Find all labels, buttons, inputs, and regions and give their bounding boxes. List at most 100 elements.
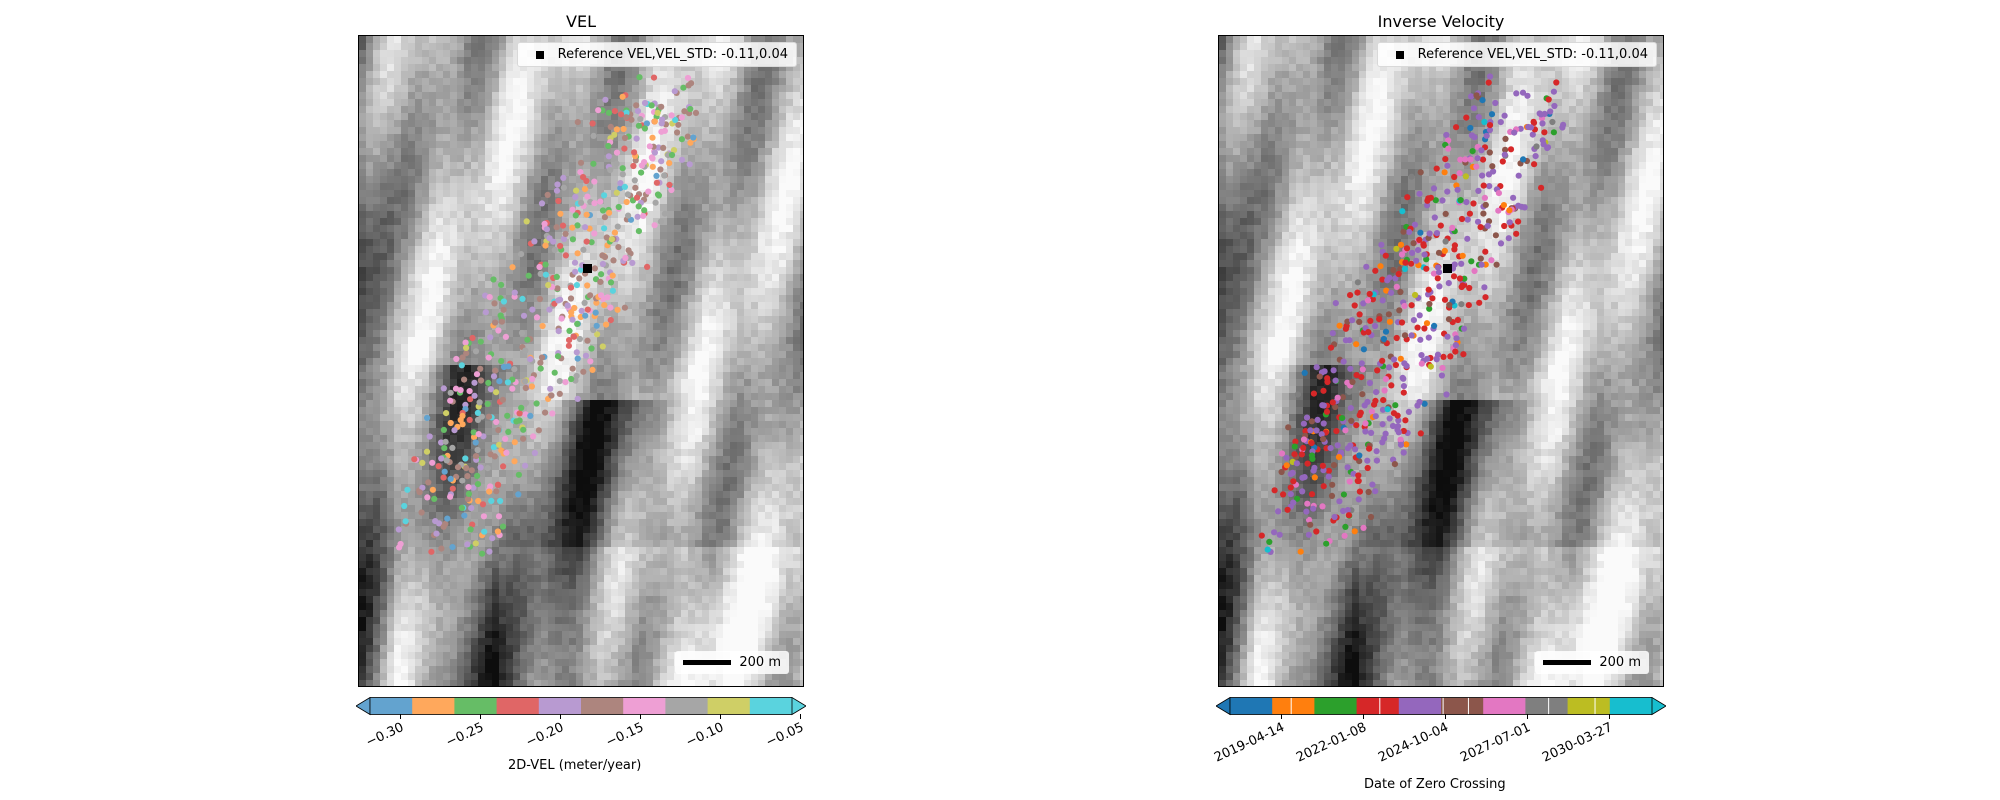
data-point [1358, 360, 1365, 367]
data-point [1426, 300, 1433, 308]
data-point [1336, 498, 1343, 505]
data-point [645, 188, 652, 195]
data-point [1346, 388, 1353, 395]
data-point [651, 118, 658, 125]
data-point [1320, 387, 1327, 394]
data-point [1539, 120, 1546, 127]
colorbar-max-extension [791, 697, 806, 716]
data-point [1423, 320, 1431, 327]
data-point [1300, 444, 1307, 451]
data-point [621, 183, 628, 190]
data-point [553, 273, 560, 280]
data-point [1401, 302, 1408, 310]
data-point [670, 147, 678, 154]
data-point [1479, 156, 1487, 163]
data-point [567, 295, 575, 302]
data-point [1298, 451, 1305, 458]
data-point [499, 396, 506, 403]
data-point [1342, 337, 1349, 344]
colorbar-segment [1356, 697, 1400, 715]
data-point [484, 465, 491, 472]
data-point [1408, 332, 1415, 339]
data-point [611, 229, 618, 236]
data-point [1278, 450, 1286, 457]
terrain-background [359, 36, 803, 686]
data-point [601, 192, 608, 199]
data-point [520, 426, 527, 433]
data-point [1381, 387, 1388, 394]
data-point [486, 548, 493, 555]
right-scale-text: 200 m [1599, 655, 1641, 670]
data-point [1329, 399, 1336, 406]
data-point [1471, 134, 1478, 141]
data-point [657, 166, 664, 173]
data-point [1545, 96, 1552, 103]
data-point [1371, 401, 1378, 408]
data-point [562, 230, 569, 237]
data-point [1357, 409, 1364, 416]
data-point [601, 225, 608, 232]
data-point [1532, 153, 1539, 160]
data-point [1393, 245, 1400, 252]
data-point [533, 314, 541, 321]
data-point [428, 548, 435, 555]
data-point [401, 502, 408, 510]
data-point [1424, 202, 1431, 209]
right-map[interactable]: Reference VEL,VEL_STD: -0.11,0.04 200 m [1218, 35, 1664, 687]
data-point [1379, 439, 1386, 446]
data-point [468, 467, 475, 474]
data-point [1314, 416, 1321, 423]
data-point [494, 481, 502, 488]
data-point [602, 96, 609, 103]
data-point [574, 395, 581, 402]
data-point [466, 388, 473, 395]
data-point [1553, 79, 1560, 86]
terrain-background [1219, 36, 1663, 686]
data-point [591, 230, 598, 237]
data-point [1380, 335, 1387, 343]
colorbar-tick [800, 714, 801, 719]
data-point [1271, 529, 1278, 536]
scale-bar-icon [1543, 660, 1592, 665]
right-colorbar-label: Date of Zero Crossing [1364, 777, 1506, 792]
data-point [1427, 363, 1434, 370]
data-point [1303, 508, 1310, 515]
data-point [1344, 379, 1351, 386]
data-point [1384, 406, 1391, 413]
data-point [1452, 348, 1459, 355]
data-point [542, 242, 549, 249]
data-point [574, 355, 581, 362]
colorbar-max-extension [1651, 697, 1666, 716]
data-point [562, 252, 569, 259]
data-point [591, 265, 598, 272]
data-point [474, 409, 481, 416]
data-point [644, 263, 651, 270]
data-point [1367, 513, 1375, 521]
data-point [583, 211, 590, 218]
data-point [505, 363, 512, 370]
data-point [1264, 546, 1271, 553]
left-map[interactable]: Reference VEL,VEL_STD: -0.11,0.04 200 m [358, 35, 804, 687]
data-point [1294, 391, 1301, 398]
data-point [687, 105, 694, 113]
data-point [576, 275, 583, 282]
data-point [577, 169, 584, 176]
data-point [1303, 414, 1311, 421]
scatter-points [1258, 73, 1567, 556]
data-point [590, 326, 597, 334]
data-point [518, 404, 525, 411]
data-point [614, 223, 621, 230]
data-point [500, 298, 507, 305]
data-point [1444, 333, 1451, 340]
colorbar-segment [1567, 697, 1611, 715]
data-point [581, 299, 588, 306]
data-point [1355, 477, 1362, 485]
data-point [502, 333, 509, 340]
data-point [591, 200, 598, 207]
colorbar-segment [1441, 697, 1484, 715]
data-point [556, 378, 563, 385]
data-point [1382, 430, 1389, 437]
data-point [494, 528, 501, 535]
data-point [1549, 118, 1556, 126]
data-point [472, 439, 479, 446]
